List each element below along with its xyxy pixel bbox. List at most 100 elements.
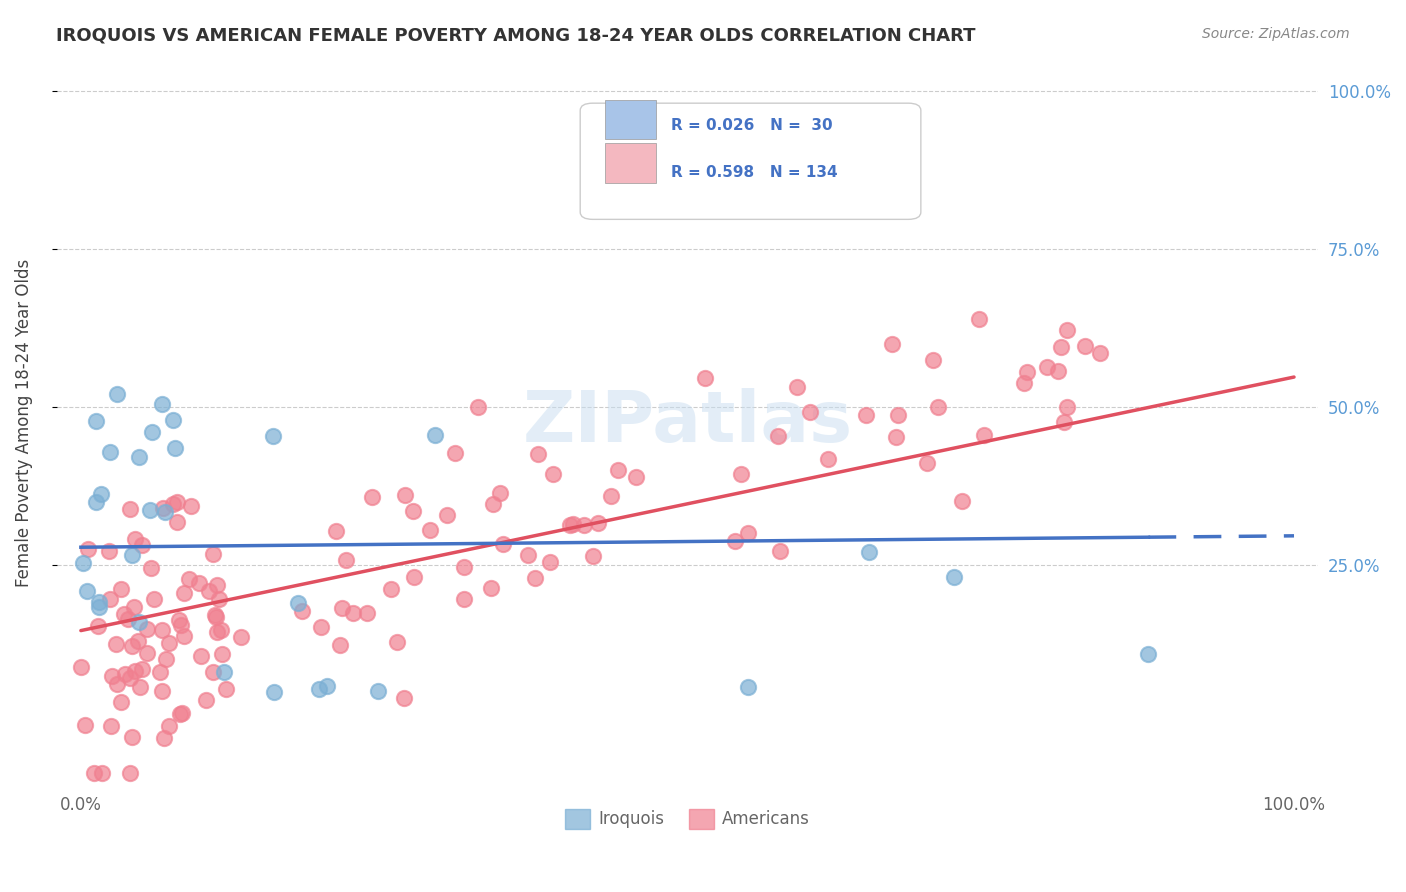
Point xyxy=(180,500,202,514)
Point xyxy=(105,387,128,401)
Point xyxy=(769,543,792,558)
Point xyxy=(538,555,561,569)
Point xyxy=(153,505,176,519)
Point xyxy=(110,582,132,596)
Point xyxy=(205,624,228,639)
Point xyxy=(105,637,128,651)
Bar xyxy=(606,143,657,183)
Point xyxy=(730,467,752,482)
Point xyxy=(190,648,212,663)
Point xyxy=(737,525,759,540)
Point xyxy=(973,427,995,442)
Point xyxy=(73,718,96,732)
Text: R = 0.598   N = 134: R = 0.598 N = 134 xyxy=(671,165,838,180)
Point xyxy=(150,623,173,637)
Legend: Iroquois, Americans: Iroquois, Americans xyxy=(558,802,817,836)
Point xyxy=(166,495,188,509)
Point xyxy=(479,581,502,595)
Point xyxy=(127,633,149,648)
Point xyxy=(87,594,110,608)
Point xyxy=(309,620,332,634)
Point xyxy=(142,592,165,607)
Point xyxy=(419,524,441,538)
Point xyxy=(121,548,143,562)
Point xyxy=(101,669,124,683)
Point xyxy=(329,638,352,652)
Point xyxy=(150,683,173,698)
Point xyxy=(467,400,489,414)
Point xyxy=(112,607,135,621)
Point xyxy=(202,665,225,680)
Point xyxy=(157,719,180,733)
Point xyxy=(1137,648,1160,662)
Point xyxy=(121,730,143,744)
Point xyxy=(886,430,908,444)
Point xyxy=(880,337,903,351)
Text: ZIPatlas: ZIPatlas xyxy=(523,388,852,458)
Point xyxy=(209,623,232,637)
Point xyxy=(915,456,938,470)
Point xyxy=(624,469,647,483)
Point xyxy=(150,396,173,410)
Point xyxy=(436,508,458,522)
Point xyxy=(291,604,314,618)
Point xyxy=(342,606,364,620)
Point xyxy=(527,447,550,461)
Point xyxy=(100,719,122,733)
Point xyxy=(105,676,128,690)
Point xyxy=(169,707,191,722)
Point xyxy=(169,613,191,627)
Point xyxy=(387,634,409,648)
Point xyxy=(77,542,100,557)
Point xyxy=(262,429,284,443)
Point xyxy=(135,622,157,636)
Point xyxy=(1074,339,1097,353)
Point xyxy=(141,425,163,439)
Point xyxy=(118,501,141,516)
Point xyxy=(335,553,357,567)
Point xyxy=(922,353,945,368)
Point xyxy=(561,516,583,531)
Point xyxy=(162,412,184,426)
Point xyxy=(76,583,98,598)
Point xyxy=(128,615,150,629)
Point xyxy=(943,569,966,583)
Point xyxy=(188,576,211,591)
Point xyxy=(287,596,309,610)
Point xyxy=(87,619,110,633)
Point xyxy=(488,486,510,500)
Point xyxy=(766,429,789,443)
Point xyxy=(402,504,425,518)
Point xyxy=(1056,400,1078,414)
Point xyxy=(129,680,152,694)
Point xyxy=(90,487,112,501)
Point xyxy=(325,524,347,538)
Point xyxy=(211,648,233,662)
Point xyxy=(122,599,145,614)
Point xyxy=(887,408,910,422)
Point xyxy=(70,660,93,674)
Point xyxy=(356,607,378,621)
Point xyxy=(588,516,610,531)
Point xyxy=(157,636,180,650)
Point xyxy=(1088,346,1111,360)
Point xyxy=(204,608,226,623)
Point xyxy=(163,441,186,455)
Point xyxy=(402,570,425,584)
Point xyxy=(83,766,105,780)
Point xyxy=(208,592,231,607)
FancyBboxPatch shape xyxy=(581,103,921,219)
Point xyxy=(87,600,110,615)
Point xyxy=(166,515,188,529)
Point xyxy=(173,586,195,600)
Point xyxy=(205,609,228,624)
Point xyxy=(560,517,582,532)
Point xyxy=(695,371,717,385)
Point xyxy=(118,671,141,685)
Point xyxy=(786,380,808,394)
Point xyxy=(574,518,596,533)
Point xyxy=(118,766,141,780)
Point xyxy=(453,592,475,607)
Point xyxy=(541,467,564,482)
Point xyxy=(607,463,630,477)
